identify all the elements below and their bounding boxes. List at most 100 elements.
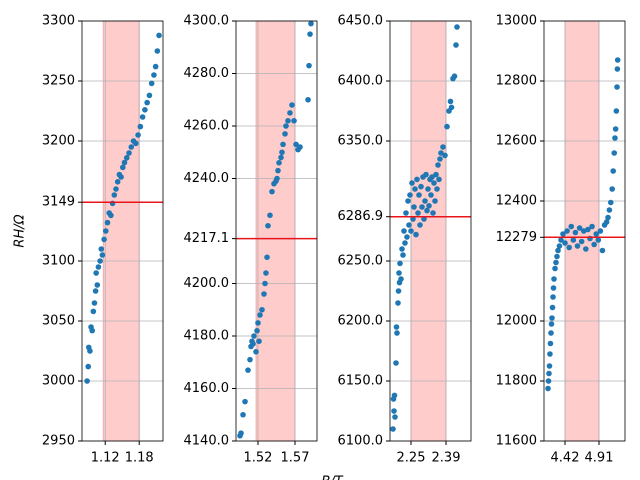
data-point <box>409 180 415 186</box>
data-point <box>91 300 98 306</box>
y-tick-label: 2950 <box>42 434 75 449</box>
y-tick-label: 4260.0 <box>184 119 230 134</box>
data-point <box>261 291 267 297</box>
data-point <box>547 340 554 347</box>
data-point <box>391 392 398 399</box>
data-point <box>421 216 427 222</box>
data-point <box>435 162 441 168</box>
y-tick-label: 3250 <box>42 74 75 89</box>
y-tick-label: 6250.0 <box>338 254 384 269</box>
data-point <box>408 228 414 234</box>
data-point <box>262 280 268 287</box>
data-point <box>551 276 557 282</box>
data-point <box>603 219 610 225</box>
data-point <box>555 247 561 254</box>
data-point <box>597 228 604 234</box>
data-point <box>98 246 105 252</box>
data-point <box>254 327 260 334</box>
data-point <box>152 63 159 70</box>
data-point <box>431 180 437 186</box>
y-tick-label: 12279 <box>496 230 537 245</box>
data-point <box>94 282 101 288</box>
data-point <box>554 253 560 260</box>
highlight-span <box>410 20 447 442</box>
data-point <box>101 236 107 243</box>
data-point <box>137 123 144 130</box>
data-point <box>611 150 618 156</box>
data-point <box>570 237 577 243</box>
data-point <box>560 231 566 237</box>
data-point <box>111 192 118 198</box>
data-point <box>403 210 409 216</box>
data-point <box>396 270 402 276</box>
data-point <box>238 430 244 436</box>
data-point <box>418 183 424 190</box>
data-point <box>614 84 620 90</box>
y-tick-label: 12600 <box>496 134 537 149</box>
data-point <box>251 333 257 339</box>
data-point <box>245 367 251 373</box>
data-point <box>576 225 583 231</box>
data-point <box>242 398 248 405</box>
data-point <box>114 179 121 185</box>
y-tick-label: 6450.0 <box>338 14 384 29</box>
data-point <box>423 171 429 178</box>
data-point <box>411 204 417 210</box>
data-point <box>400 252 406 258</box>
data-point <box>568 223 575 230</box>
data-point <box>546 370 552 377</box>
data-point <box>144 99 150 106</box>
data-point <box>265 222 271 229</box>
data-point <box>548 330 554 336</box>
data-point <box>307 31 313 37</box>
data-point <box>549 304 556 311</box>
data-point <box>545 385 551 392</box>
data-point <box>87 348 93 354</box>
data-point <box>135 132 141 138</box>
data-point <box>255 320 261 326</box>
data-point <box>451 73 458 79</box>
axes-frame <box>543 20 626 442</box>
data-point <box>572 229 579 236</box>
data-point <box>148 80 155 87</box>
data-point <box>287 110 293 116</box>
y-tick-label: 4140.0 <box>184 434 230 449</box>
y-tick-label: 6150.0 <box>338 374 384 389</box>
data-point <box>280 141 286 148</box>
data-point <box>436 176 442 183</box>
data-point <box>305 96 311 103</box>
data-point <box>412 186 418 192</box>
data-point <box>607 199 614 206</box>
data-point <box>405 198 411 204</box>
data-point <box>422 198 428 204</box>
y-tick-label: 6200.0 <box>338 314 384 329</box>
data-point <box>306 62 312 69</box>
data-point <box>121 159 128 166</box>
data-point <box>591 241 597 248</box>
data-point <box>247 356 253 363</box>
data-point <box>593 231 600 237</box>
data-point <box>395 288 402 294</box>
data-point <box>434 186 440 192</box>
highlight-span <box>255 20 296 442</box>
data-point <box>605 214 611 221</box>
data-point <box>402 240 408 246</box>
data-point <box>415 210 421 216</box>
data-point <box>547 351 553 357</box>
data-point <box>308 20 314 27</box>
data-point <box>406 222 412 228</box>
data-point <box>108 212 114 219</box>
data-point <box>269 188 275 195</box>
data-point <box>97 258 103 264</box>
data-point <box>394 330 400 336</box>
axes-frame <box>81 20 164 442</box>
data-point <box>589 223 595 230</box>
data-point <box>437 156 443 162</box>
data-point <box>448 104 455 111</box>
data-point <box>276 159 282 166</box>
data-point <box>95 264 102 270</box>
data-point <box>564 228 570 234</box>
data-point <box>123 155 130 161</box>
data-point <box>414 176 420 183</box>
